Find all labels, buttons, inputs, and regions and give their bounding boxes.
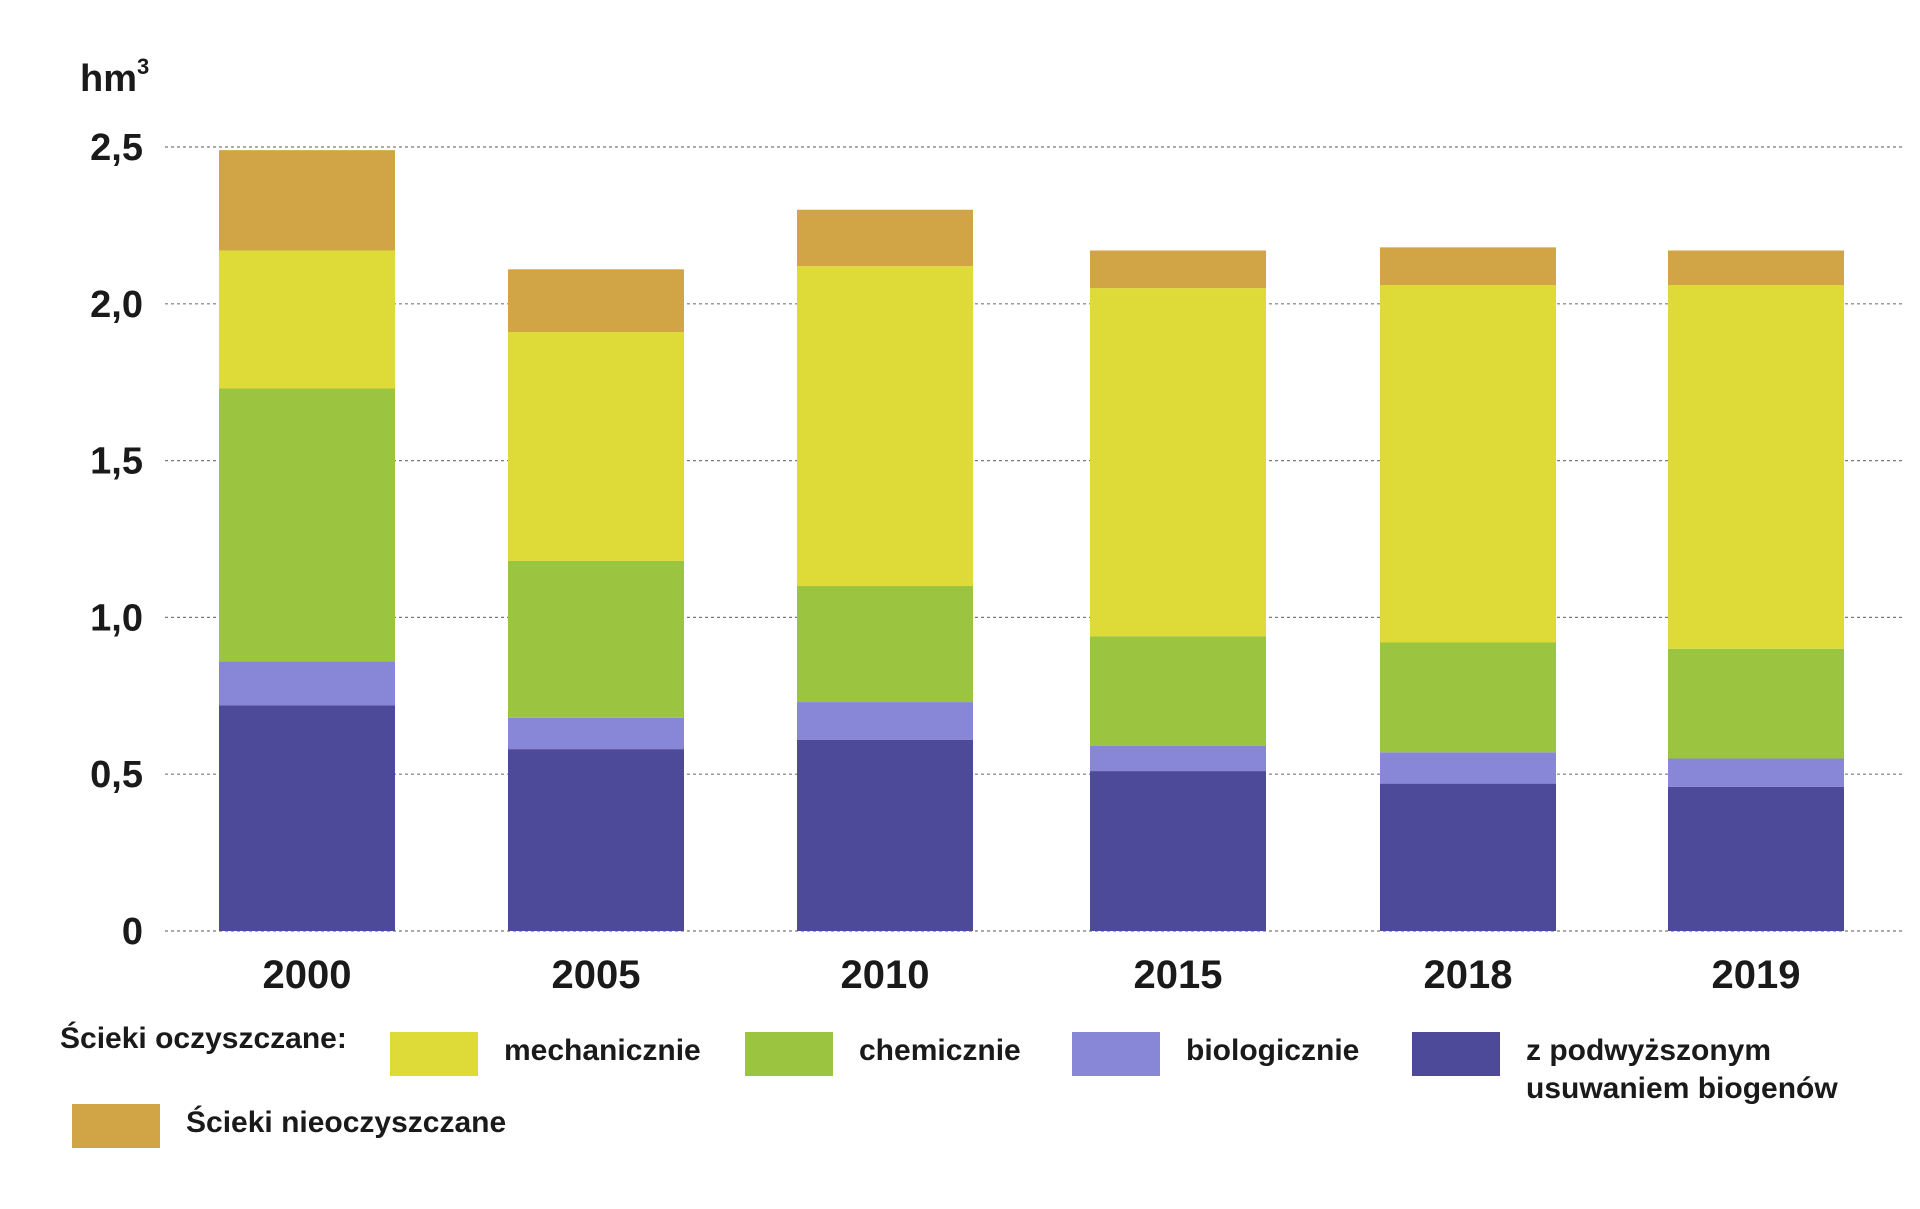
x-tick-label: 2019 bbox=[1712, 953, 1801, 997]
bar-stack-2005 bbox=[508, 269, 684, 931]
bar-segment bbox=[508, 332, 684, 561]
y-tick-label: 2,5 bbox=[90, 127, 143, 169]
legend-swatch bbox=[1072, 1032, 1160, 1076]
bar-segment bbox=[1668, 250, 1844, 285]
legend-item-mechanicznie: mechanicznie bbox=[390, 1032, 701, 1076]
bar-segment bbox=[1380, 642, 1556, 753]
bar-segment bbox=[1090, 745, 1266, 772]
stacked-bar-chart: 0 0,5 1,0 1,5 2,0 2,5 2000 2005 2010 2015 2018 201… bbox=[90, 127, 1905, 997]
bar-stack-2019 bbox=[1668, 250, 1844, 931]
bar-segment bbox=[508, 749, 684, 931]
legend-swatch bbox=[390, 1032, 478, 1076]
x-tick-label: 2018 bbox=[1424, 953, 1513, 997]
x-tick-label: 2005 bbox=[552, 953, 641, 997]
bar-segment bbox=[1380, 783, 1556, 931]
y-tick-label: 1,5 bbox=[90, 441, 143, 483]
legend-swatch bbox=[72, 1104, 160, 1148]
bar-segment bbox=[219, 661, 395, 706]
legend-title: Ścieki oczyszczane: bbox=[60, 1022, 347, 1055]
legend-label: mechanicznie bbox=[504, 1034, 701, 1067]
bar-segment bbox=[219, 388, 395, 662]
bar-segment bbox=[1668, 648, 1844, 759]
legend-item-z-podwyzszonym: z podwyższonym usuwaniem biogenów bbox=[1412, 1032, 1866, 1108]
legend-swatch bbox=[745, 1032, 833, 1076]
bar-segment bbox=[508, 560, 684, 718]
legend-label: z podwyższonym usuwaniem biogenów bbox=[1526, 1034, 1838, 1105]
legend-label: chemicznie bbox=[859, 1034, 1021, 1067]
legend-item-chemicznie: chemicznie bbox=[745, 1032, 1021, 1076]
bar-segment bbox=[1668, 758, 1844, 787]
legend-item-nieoczyszczane: Ścieki nieoczyszczane bbox=[72, 1104, 506, 1148]
bars bbox=[219, 150, 1844, 931]
bar-segment bbox=[1090, 288, 1266, 637]
y-tick-label: 2,0 bbox=[90, 284, 143, 326]
bar-segment bbox=[797, 739, 973, 931]
legend-swatch bbox=[1412, 1032, 1500, 1076]
y-tick-label: 0 bbox=[122, 911, 143, 953]
bar-segment bbox=[1090, 636, 1266, 746]
bar-stack-2010 bbox=[797, 209, 973, 931]
bar-segment bbox=[1668, 284, 1844, 649]
bar-stack-2015 bbox=[1090, 250, 1266, 931]
bar-segment bbox=[508, 717, 684, 750]
gridlines bbox=[165, 146, 1905, 932]
bar-stack-2000 bbox=[219, 150, 395, 931]
legend-label: biologicznie bbox=[1186, 1034, 1360, 1067]
bar-segment bbox=[797, 586, 973, 703]
bar-segment bbox=[797, 702, 973, 740]
bar-segment bbox=[1380, 284, 1556, 643]
x-tick-labels: 2000 2005 2010 2015 2018 2019 bbox=[263, 953, 1801, 997]
bar-segment bbox=[1668, 786, 1844, 931]
bar-segment bbox=[219, 150, 395, 251]
bar-segment bbox=[219, 250, 395, 389]
bar-segment bbox=[1090, 250, 1266, 289]
y-tick-label: 1,0 bbox=[90, 597, 143, 639]
y-tick-label: 0,5 bbox=[90, 754, 143, 796]
x-tick-label: 2010 bbox=[841, 953, 930, 997]
bar-stack-2018 bbox=[1380, 247, 1556, 931]
y-tick-labels: 0 0,5 1,0 1,5 2,0 2,5 bbox=[90, 127, 143, 953]
bar-segment bbox=[797, 209, 973, 267]
bar-segment bbox=[1380, 752, 1556, 784]
bar-segment bbox=[508, 269, 684, 333]
bar-segment bbox=[1380, 247, 1556, 285]
y-axis-unit: hm3 bbox=[80, 54, 150, 100]
bar-segment bbox=[1090, 771, 1266, 931]
bar-segment bbox=[797, 266, 973, 587]
legend-item-biologicznie: biologicznie bbox=[1072, 1032, 1359, 1076]
x-tick-label: 2015 bbox=[1134, 953, 1223, 997]
bar-segment bbox=[219, 705, 395, 931]
legend-label: Ścieki nieoczyszczane bbox=[186, 1106, 507, 1139]
x-tick-label: 2000 bbox=[263, 953, 352, 997]
